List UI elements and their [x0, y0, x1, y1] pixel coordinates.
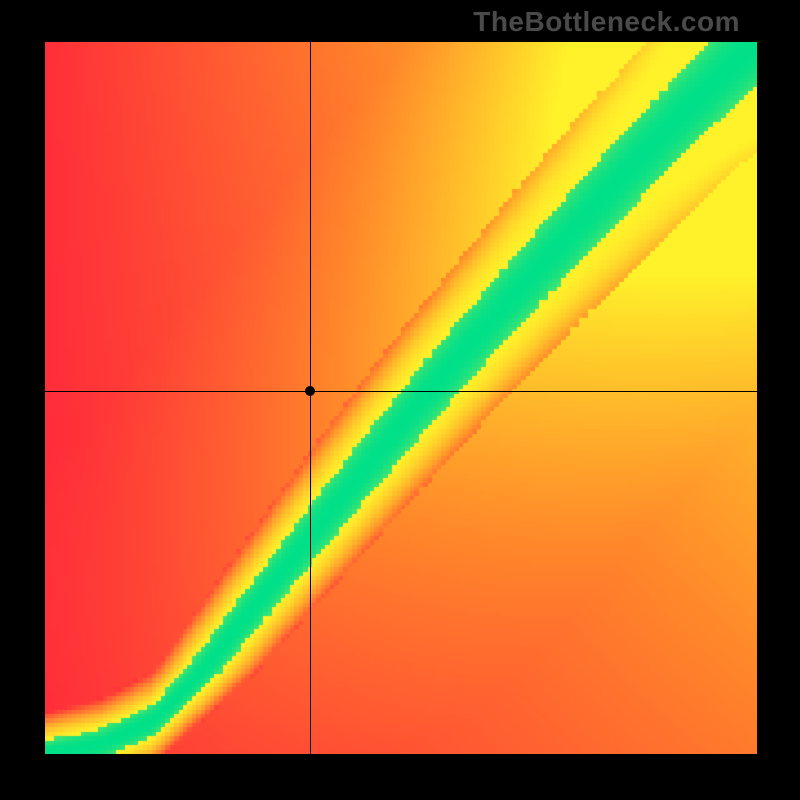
heatmap-canvas [45, 42, 757, 754]
crosshair-marker [305, 386, 315, 396]
outer-frame: TheBottleneck.com [0, 0, 800, 800]
crosshair-vertical [310, 42, 311, 754]
crosshair-horizontal [45, 391, 757, 392]
heatmap-plot [45, 42, 757, 754]
watermark-text: TheBottleneck.com [473, 6, 740, 38]
